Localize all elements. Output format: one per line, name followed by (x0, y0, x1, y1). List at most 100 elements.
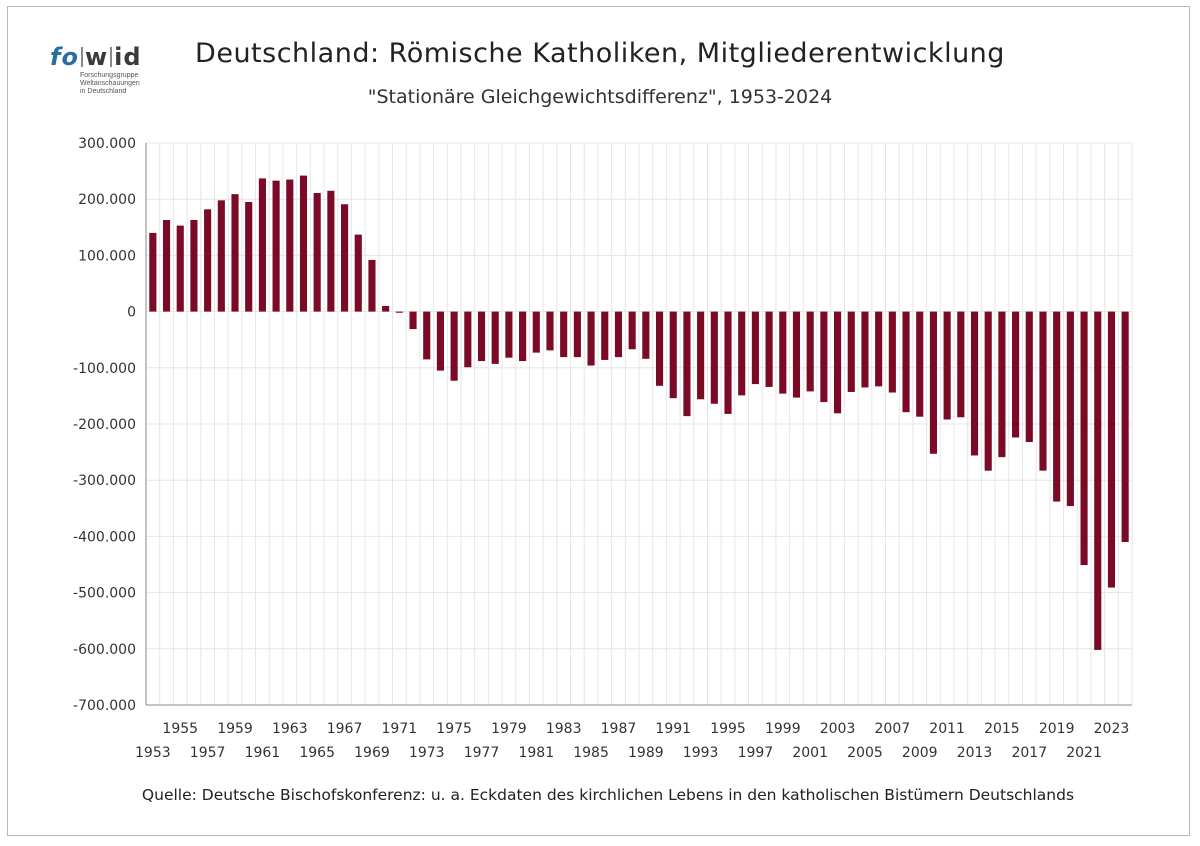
logo-separator (80, 47, 83, 67)
bar-2020 (1066, 311, 1074, 507)
bar-1982 (546, 311, 554, 351)
x-tick-label: 1995 (710, 721, 746, 737)
bar-2023 (1107, 311, 1116, 588)
x-tick-label: 2009 (902, 745, 938, 761)
bar-1972 (409, 311, 417, 330)
bar-1998 (765, 311, 773, 387)
x-tick-label: 1991 (655, 721, 691, 737)
x-tick-label: 1989 (628, 745, 664, 761)
bar-1953 (149, 232, 157, 312)
bar-1975 (450, 311, 458, 381)
bar-2018 (1039, 311, 1047, 471)
bar-1976 (464, 311, 472, 368)
x-tick-label: 2005 (847, 745, 883, 761)
x-tick-label: 1969 (354, 745, 390, 761)
bar-1989 (642, 311, 650, 359)
logo-sub-line: Weltanschauungen (80, 80, 140, 87)
logo-sub-line: in Deutschland (80, 88, 127, 95)
bar-1974 (436, 311, 444, 371)
y-tick-label: 200.000 (78, 192, 136, 208)
y-tick-label: -200.000 (73, 417, 136, 433)
x-tick-label: 2021 (1066, 745, 1102, 761)
y-tick-label: -700.000 (73, 698, 136, 714)
bar-1986 (601, 311, 609, 360)
x-tick-label: 2007 (875, 721, 911, 737)
bar-2013 (970, 311, 979, 456)
bar-1959 (231, 194, 239, 312)
bar-1965 (313, 193, 321, 312)
x-tick-label: 1985 (573, 745, 609, 761)
chart-subtitle: "Stationäre Gleichgewichtsdifferenz", 19… (367, 86, 833, 108)
x-tick-label: 1977 (464, 745, 500, 761)
bar-1956 (190, 219, 198, 312)
bar-2015 (998, 311, 1006, 458)
y-tick-label: -600.000 (73, 642, 136, 658)
bar-2014 (984, 311, 992, 471)
x-tick-label: 2001 (792, 745, 828, 761)
x-tick-label: 1979 (491, 721, 527, 737)
bar-1978 (491, 311, 499, 364)
bar-2001 (806, 311, 814, 392)
x-tick-label: 1993 (683, 745, 719, 761)
bar-1977 (477, 311, 486, 362)
bar-1969 (368, 259, 376, 312)
x-tick-label: 1957 (190, 745, 226, 761)
y-tick-label: -500.000 (73, 586, 136, 602)
logo-separator (110, 47, 113, 67)
x-tick-label: 1973 (409, 745, 445, 761)
bar-1987 (614, 311, 623, 358)
bar-1955 (176, 225, 184, 312)
bar-1997 (751, 311, 759, 385)
x-tick-label: 1999 (765, 721, 801, 737)
x-tick-label: 2013 (957, 745, 993, 761)
bar-2002 (820, 311, 828, 403)
bar-1963 (286, 179, 294, 312)
logo-id: id (114, 43, 142, 71)
bar-1984 (573, 311, 581, 358)
bar-1993 (697, 311, 705, 400)
bar-1999 (779, 311, 787, 394)
bar-2003 (834, 311, 842, 414)
y-tick-label: 100.000 (78, 248, 136, 264)
bar-2012 (957, 311, 965, 418)
x-tick-label: 2011 (929, 721, 965, 737)
x-tick-label: 2015 (984, 721, 1020, 737)
bar-1971 (395, 311, 403, 313)
bar-1985 (587, 311, 595, 366)
bar-2000 (792, 311, 801, 398)
x-tick-label: 2003 (820, 721, 856, 737)
x-tick-label: 1975 (436, 721, 472, 737)
x-tick-label: 1963 (272, 721, 308, 737)
bar-1973 (423, 311, 431, 360)
bar-1992 (683, 311, 691, 417)
logo-fo: fo (50, 43, 79, 71)
bar-1979 (505, 311, 513, 358)
x-tick-label: 2019 (1039, 721, 1075, 737)
bar-2006 (875, 311, 883, 387)
x-tick-label: 1971 (382, 721, 418, 737)
bar-2024 (1121, 311, 1129, 543)
bar-1967 (341, 204, 349, 312)
bar-2007 (888, 311, 896, 393)
x-tick-label: 2017 (1011, 745, 1047, 761)
bar-1991 (669, 311, 677, 399)
bar-1988 (628, 311, 636, 350)
x-tick-label: 1959 (217, 721, 253, 737)
logo-wordmark: fo w id (50, 44, 142, 70)
bar-2021 (1080, 311, 1088, 566)
logo-sub-line: Forschungsgruppe (80, 72, 139, 79)
y-tick-label: 300.000 (78, 136, 136, 152)
y-tick-label: -100.000 (73, 361, 136, 377)
x-tick-label: 1953 (135, 745, 171, 761)
chart-frame (7, 6, 1190, 836)
bar-1957 (204, 209, 212, 312)
x-tick-label: 1997 (738, 745, 774, 761)
bar-1970 (382, 305, 390, 312)
bar-1980 (519, 311, 527, 362)
bar-2022 (1094, 311, 1102, 650)
bar-2008 (902, 311, 910, 413)
x-tick-label: 1961 (245, 745, 281, 761)
bar-1983 (560, 311, 568, 358)
bar-2011 (943, 311, 951, 420)
